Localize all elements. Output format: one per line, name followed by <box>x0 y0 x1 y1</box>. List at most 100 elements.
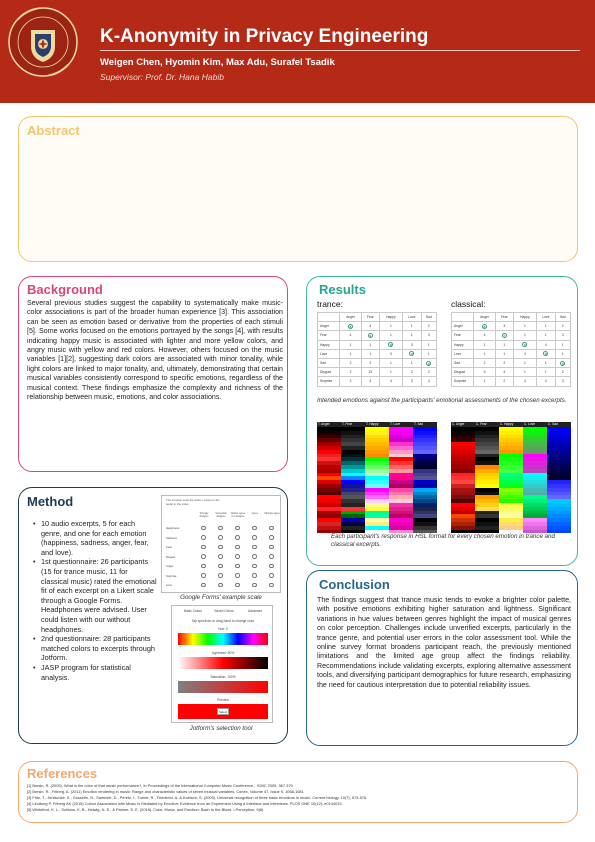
likert-radio[interactable] <box>269 564 274 569</box>
likert-radio[interactable] <box>252 573 257 578</box>
cell-value: 3 <box>562 333 564 337</box>
cell-value: 1 <box>503 343 505 347</box>
table-cell: 4 <box>537 377 555 386</box>
likert-radio[interactable] <box>218 583 223 588</box>
likert-row-label: Surprise <box>166 574 176 578</box>
likert-radio[interactable] <box>235 564 240 569</box>
conclusion-section: Conclusion The findings suggest that tra… <box>306 570 578 746</box>
table-cell: 3 <box>474 368 496 377</box>
likert-radio[interactable] <box>269 583 274 588</box>
likert-radio[interactable] <box>218 564 223 569</box>
likert-radio[interactable] <box>218 526 223 531</box>
heatmap-column-header: C. Sad <box>548 422 558 426</box>
trance-results-table: Anger Fear Happy Love Sad Anger 8 4 1 1 2 Fear 4 9 1 1 3… <box>317 312 437 387</box>
intended-emotion-circle-icon: 9 <box>426 361 431 366</box>
likert-radio[interactable] <box>201 535 206 540</box>
likert-radio[interactable] <box>201 583 206 588</box>
likert-radio[interactable] <box>252 535 257 540</box>
table-cell: 1 <box>537 358 555 367</box>
row-label: Anger <box>318 322 340 331</box>
table-cell: 4 <box>379 377 403 386</box>
likert-radio[interactable] <box>269 554 274 559</box>
heatmap-column-header: C. Fear <box>476 422 487 426</box>
likert-row-label: Disgust <box>166 555 175 559</box>
lightness-slider[interactable] <box>178 657 268 669</box>
table-cell: 1 <box>362 349 379 358</box>
cell-value: 3 <box>390 352 392 356</box>
likert-radio[interactable] <box>252 545 257 550</box>
table-cell: 4 <box>474 331 496 340</box>
jotform-instruction: Tap spectrum or drag band to change colo… <box>172 619 274 623</box>
likert-radio[interactable] <box>252 554 257 559</box>
cell-value: 3 <box>411 379 413 383</box>
table-header-row: Anger Fear Happy Love Sad <box>318 313 437 322</box>
authors: Weigen Chen, Hyomin Kim, Max Adu, Surafe… <box>100 57 335 68</box>
likert-radio[interactable] <box>269 545 274 550</box>
heatmap-column-header: T. Love <box>390 422 400 426</box>
cell-value: 2 <box>503 361 505 365</box>
cell-value: 1 <box>411 324 413 328</box>
likert-radio[interactable] <box>201 573 206 578</box>
saturation-slider[interactable] <box>178 681 268 693</box>
method-bullet: 2nd questionnaire: 28 participants match… <box>33 634 157 663</box>
table-cell: 8 <box>474 322 496 331</box>
likert-radio[interactable] <box>269 526 274 531</box>
intended-emotion-circle-icon: 8 <box>560 361 565 366</box>
hue-spectrum-slider[interactable] <box>178 633 268 645</box>
jotform-tab[interactable]: Advanced <box>240 609 270 613</box>
likert-radio[interactable] <box>269 573 274 578</box>
table-cell: 1 <box>555 349 570 358</box>
likert-radio[interactable] <box>252 526 257 531</box>
likert-radio[interactable] <box>218 554 223 559</box>
table-cell: 3 <box>555 377 570 386</box>
cell-value: 8 <box>484 325 486 329</box>
likert-radio[interactable] <box>201 554 206 559</box>
heatmap-column-header: T. Anger <box>318 422 330 426</box>
likert-radio[interactable] <box>218 573 223 578</box>
table-header-cell: Happy <box>513 313 537 322</box>
jotform-tab[interactable]: Saved Colors <box>209 609 239 613</box>
cell-value: 1 <box>428 352 430 356</box>
intended-emotion-circle-icon: 9 <box>522 342 527 347</box>
supervisor: Supervisor: Prof. Dr. Hana Habib <box>100 72 224 82</box>
row-label: Sad <box>318 358 340 367</box>
likert-radio[interactable] <box>201 545 206 550</box>
table-cell: 13 <box>362 368 379 377</box>
likert-column-header: Neither agree nor disagree <box>230 512 246 518</box>
references-title: References <box>27 766 97 781</box>
select-button[interactable]: Select <box>217 708 229 715</box>
table-cell: 8 <box>537 349 555 358</box>
classical-results-table: Anger Fear Happy Love Sad Anger 8 3 1 1 2 Fear 4 7 1 1 3… <box>451 312 571 387</box>
intended-emotion-circle-icon: 8 <box>543 351 548 356</box>
table-header-cell: Fear <box>362 313 379 322</box>
likert-radio[interactable] <box>235 573 240 578</box>
likert-radio[interactable] <box>218 545 223 550</box>
likert-radio[interactable] <box>218 535 223 540</box>
table-row: Sad 2 2 1 1 9 <box>318 358 437 367</box>
heatmap-column-header: T. Sad <box>414 422 423 426</box>
row-label: Sad <box>452 358 474 367</box>
jotform-tab[interactable]: Basic Colors <box>178 609 208 613</box>
method-bullet-list: 10 audio excerpts, 5 for each genre, and… <box>33 519 157 682</box>
likert-radio[interactable] <box>201 526 206 531</box>
likert-radio[interactable] <box>235 583 240 588</box>
likert-radio[interactable] <box>235 545 240 550</box>
likert-radio[interactable] <box>235 526 240 531</box>
cell-value: 1 <box>350 352 352 356</box>
likert-radio[interactable] <box>235 535 240 540</box>
likert-radio[interactable] <box>235 554 240 559</box>
cell-value: 1 <box>524 361 526 365</box>
likert-radio[interactable] <box>269 535 274 540</box>
heatmap-column-header: T. Fear <box>342 422 352 426</box>
likert-radio[interactable] <box>252 564 257 569</box>
saturation-label: Saturation: 100% <box>172 675 274 679</box>
cell-value: 9 <box>428 362 430 366</box>
cell-value: 8 <box>350 325 352 329</box>
likert-radio[interactable] <box>201 564 206 569</box>
row-label: Love <box>318 349 340 358</box>
likert-row-label: Anger <box>166 564 173 568</box>
table-cell: 9 <box>421 358 436 367</box>
cell-value: 1 <box>524 370 526 374</box>
cell-value: 4 <box>484 333 486 337</box>
likert-radio[interactable] <box>252 583 257 588</box>
